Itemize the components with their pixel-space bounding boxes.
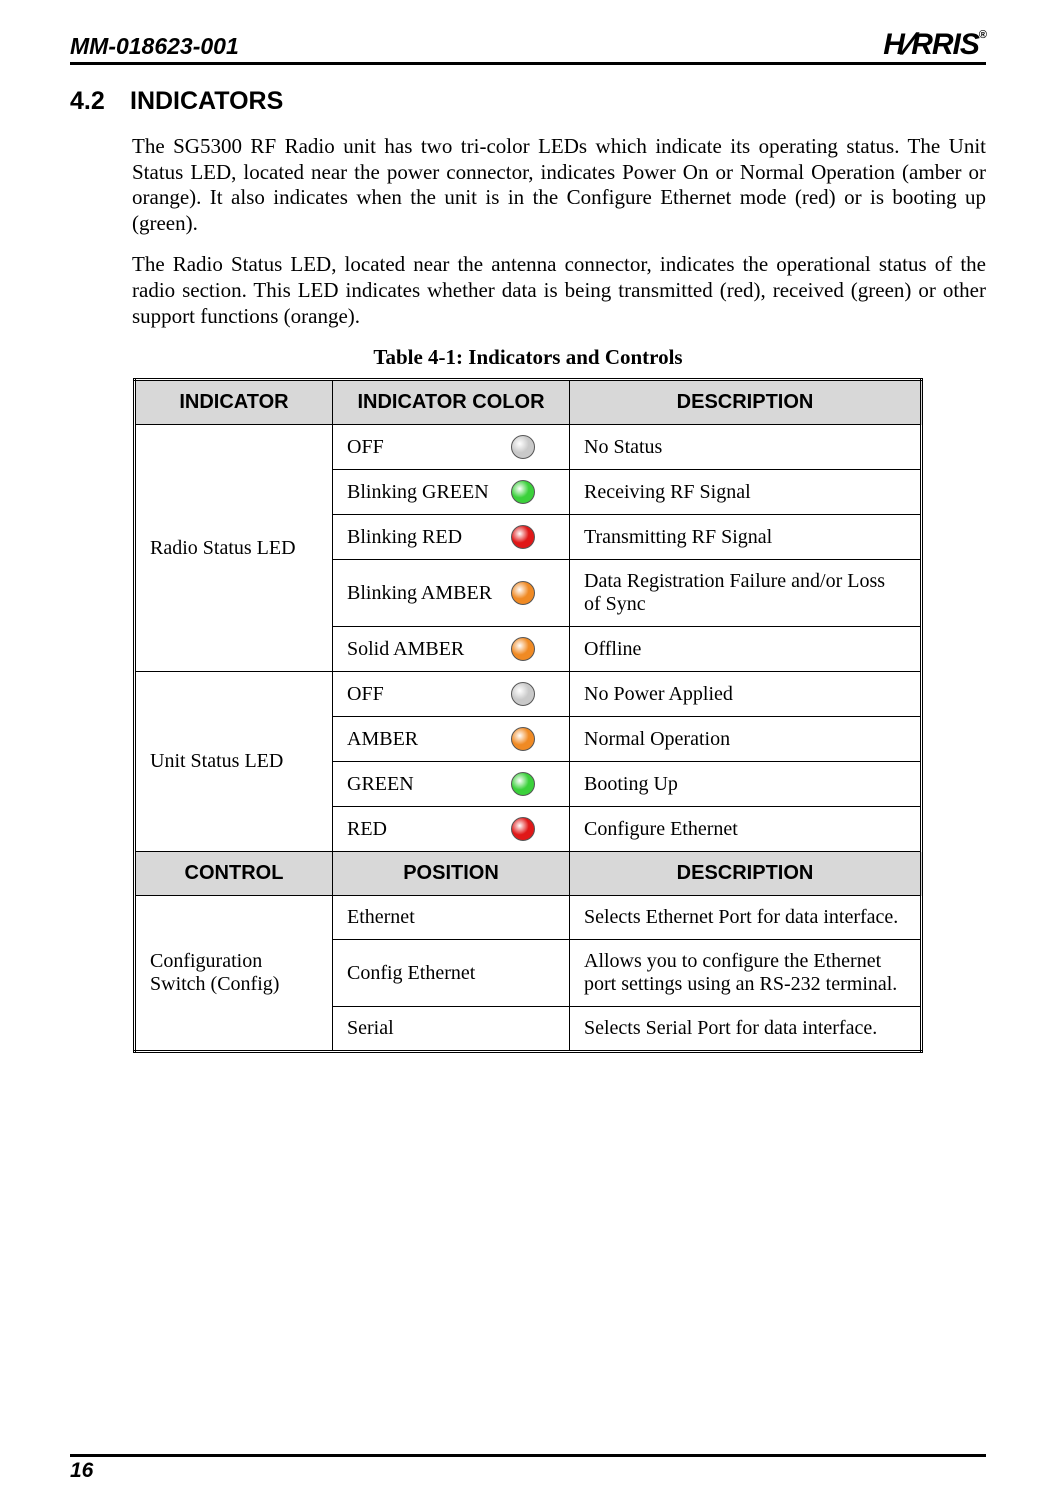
th-indicator: INDICATOR [135,380,333,425]
th-description: DESCRIPTION [570,380,922,425]
description-cell: Configure Ethernet [570,807,922,852]
led-icon [511,435,535,459]
th-color: INDICATOR COLOR [333,380,570,425]
logo-slash-icon: / [898,30,916,60]
color-cell: Solid AMBER [333,627,570,672]
th-description: DESCRIPTION [570,852,922,896]
color-label: GREEN [347,773,503,796]
description-cell: Data Registration Failure and/or Loss of… [570,560,922,627]
table-caption: Table 4-1: Indicators and Controls [70,345,986,370]
led-icon [511,581,535,605]
color-cell: OFF [333,672,570,717]
paragraph-1: The SG5300 RF Radio unit has two tri-col… [132,134,986,236]
indicator-name: Unit Status LED [135,672,333,852]
led-icon [511,727,535,751]
indicators-table: INDICATOR INDICATOR COLOR DESCRIPTION Ra… [133,378,923,1053]
led-icon [511,682,535,706]
description-cell: No Power Applied [570,672,922,717]
led-icon [511,637,535,661]
color-label: OFF [347,436,503,459]
color-label: Blinking RED [347,526,503,549]
position-cell: Serial [333,1007,570,1052]
description-cell: Receiving RF Signal [570,470,922,515]
page-header: MM-018623-001 H/RRIS® [70,30,986,65]
logo-text: H/RRIS [883,28,979,61]
color-label: Blinking GREEN [347,481,503,504]
page-container: MM-018623-001 H/RRIS® 4.2INDICATORS The … [0,0,1056,1511]
color-cell: Blinking GREEN [333,470,570,515]
page-number: 16 [70,1454,986,1483]
description-cell: Allows you to configure the Ethernet por… [570,940,922,1007]
color-label: AMBER [347,728,503,751]
description-cell: No Status [570,425,922,470]
th-position: POSITION [333,852,570,896]
table-row: Configuration Switch (Config) Ethernet S… [135,896,922,940]
led-icon [511,525,535,549]
position-cell: Config Ethernet [333,940,570,1007]
harris-logo: H/RRIS® [883,30,986,60]
color-label: Blinking AMBER [347,582,503,605]
led-icon [511,817,535,841]
description-cell: Booting Up [570,762,922,807]
logo-registered: ® [979,29,986,41]
led-icon [511,772,535,796]
document-id: MM-018623-001 [70,33,239,60]
table-row: Radio Status LED OFF No Status [135,425,922,470]
section-number: 4.2 [70,87,130,116]
description-cell: Transmitting RF Signal [570,515,922,560]
section-title: INDICATORS [130,87,283,115]
color-label: RED [347,818,503,841]
color-cell: AMBER [333,717,570,762]
color-cell: Blinking RED [333,515,570,560]
color-label: Solid AMBER [347,638,503,661]
color-cell: OFF [333,425,570,470]
color-label: OFF [347,683,503,706]
led-icon [511,480,535,504]
description-cell: Offline [570,627,922,672]
table-header-row: INDICATOR INDICATOR COLOR DESCRIPTION [135,380,922,425]
position-cell: Ethernet [333,896,570,940]
description-cell: Normal Operation [570,717,922,762]
color-cell: RED [333,807,570,852]
color-cell: GREEN [333,762,570,807]
color-cell: Blinking AMBER [333,560,570,627]
description-cell: Selects Serial Port for data interface. [570,1007,922,1052]
table-header-row: CONTROL POSITION DESCRIPTION [135,852,922,896]
description-cell: Selects Ethernet Port for data interface… [570,896,922,940]
paragraph-2: The Radio Status LED, located near the a… [132,252,986,329]
th-control: CONTROL [135,852,333,896]
table-row: Unit Status LED OFF No Power Applied [135,672,922,717]
indicator-name: Radio Status LED [135,425,333,672]
section-heading: 4.2INDICATORS [70,87,986,116]
table-wrapper: INDICATOR INDICATOR COLOR DESCRIPTION Ra… [133,378,923,1053]
control-name: Configuration Switch (Config) [135,896,333,1052]
